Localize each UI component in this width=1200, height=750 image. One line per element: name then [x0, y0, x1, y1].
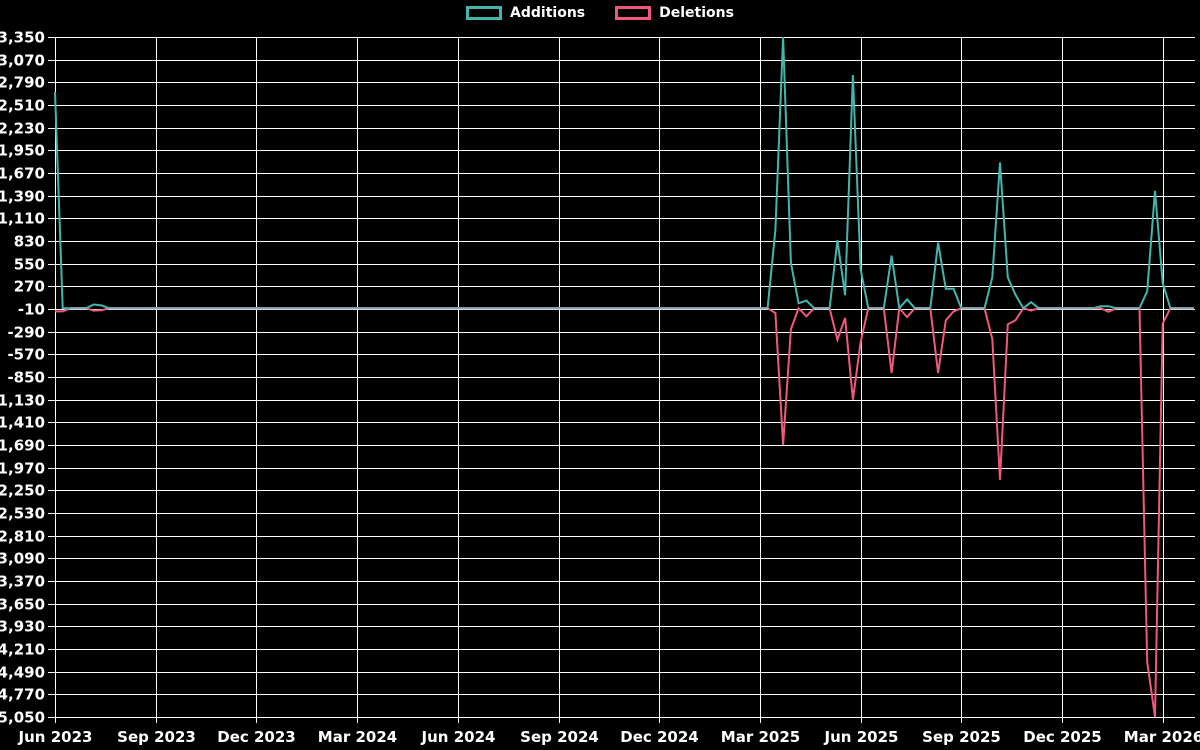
y-tick-label: -1,970 — [0, 460, 45, 478]
y-tick-label: -4,490 — [0, 664, 45, 682]
chart-legend: Additions Deletions — [0, 6, 1200, 20]
x-tick-label: Mar 2026 — [1124, 728, 1200, 746]
y-tick-label: -2,530 — [0, 505, 45, 523]
y-tick-label: 3,350 — [0, 29, 45, 47]
x-tick-label: Sep 2023 — [117, 728, 196, 746]
legend-swatch-additions-icon — [466, 6, 503, 20]
x-tick-label: Dec 2024 — [620, 728, 699, 746]
x-tick-label: Mar 2025 — [721, 728, 800, 746]
y-tick-label: -2,810 — [0, 528, 45, 546]
y-tick-label: -1,410 — [0, 414, 45, 432]
y-tick-label: -5,050 — [0, 709, 45, 727]
y-tick-label: -570 — [7, 346, 45, 364]
legend-item-additions[interactable]: Additions — [466, 6, 585, 20]
grid — [48, 37, 1195, 723]
y-tick-label: 2,790 — [0, 74, 45, 92]
additions-line — [54, 36, 1194, 311]
x-tick-label: Jun 2023 — [18, 728, 93, 746]
y-tick-label: 3,070 — [0, 52, 45, 70]
y-tick-label: 270 — [14, 278, 45, 296]
y-tick-label: -1,130 — [0, 392, 45, 410]
legend-swatch-deletions-icon — [615, 6, 652, 20]
y-tick-label: 1,110 — [0, 210, 45, 228]
y-tick-label: -3,370 — [0, 573, 45, 591]
y-tick-label: -1,690 — [0, 437, 45, 455]
x-tick-label: Sep 2025 — [922, 728, 1001, 746]
y-tick-label: -290 — [7, 324, 45, 342]
x-tick-label: Mar 2024 — [318, 728, 397, 746]
y-tick-label: -850 — [7, 369, 45, 387]
y-tick-label: 2,510 — [0, 97, 45, 115]
x-tick-label: Jun 2024 — [421, 728, 496, 746]
y-tick-label: 2,230 — [0, 120, 45, 138]
y-tick-label: -3,930 — [0, 618, 45, 636]
legend-label-additions: Additions — [510, 5, 586, 21]
y-tick-label: -10 — [18, 301, 45, 319]
y-tick-label: 1,950 — [0, 142, 45, 160]
legend-item-deletions[interactable]: Deletions — [615, 6, 734, 20]
y-tick-label: -3,090 — [0, 550, 45, 568]
x-tick-label: Sep 2024 — [520, 728, 599, 746]
x-tick-label: Jun 2025 — [824, 728, 899, 746]
legend-label-deletions: Deletions — [659, 5, 734, 21]
x-tick-label: Dec 2025 — [1023, 728, 1102, 746]
axis-labels: 3,350 3,070 2,790 2,510 2,230 1,950 1,670 1,390… — [0, 29, 1200, 747]
y-tick-label: -3,650 — [0, 596, 45, 614]
y-tick-label: -4,770 — [0, 686, 45, 704]
y-tick-label: -2,250 — [0, 482, 45, 500]
y-tick-label: 1,390 — [0, 188, 45, 206]
y-tick-label: 830 — [14, 233, 45, 251]
y-tick-label: 1,670 — [0, 165, 45, 183]
y-tick-label: -4,210 — [0, 641, 45, 659]
deletions-line — [55, 305, 1194, 718]
y-tick-label: 550 — [14, 256, 45, 274]
x-tick-label: Dec 2023 — [217, 728, 296, 746]
